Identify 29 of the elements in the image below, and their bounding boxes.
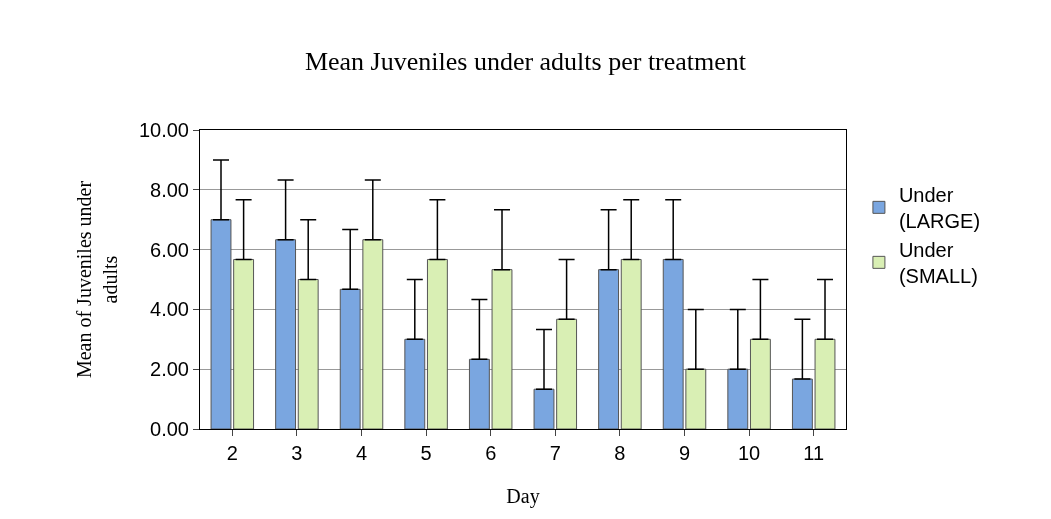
x-tick-label: 9 — [678, 442, 691, 464]
x-tick-label: 4 — [355, 442, 368, 464]
legend-label: Under (LARGE) — [898, 184, 981, 233]
x-tick-label: 7 — [549, 442, 561, 464]
y-tick-label: 6.00 — [150, 238, 189, 261]
x-tick-label: 6 — [485, 442, 497, 464]
x-tick-label: 2 — [226, 442, 238, 464]
y-tick-label: 10.00 — [138, 119, 189, 141]
x-tick-label: 8 — [614, 442, 626, 464]
x-tick-label: 3 — [291, 442, 303, 464]
x-tick-label: 5 — [420, 442, 432, 464]
bar — [426, 258, 448, 429]
legend-label: Under (SMALL) — [898, 239, 978, 288]
y-tick-label: 2.00 — [150, 358, 189, 381]
chart-title: Mean Juveniles under adults per treatment — [304, 47, 747, 77]
x-axis-title: Day — [506, 484, 540, 508]
y-axis-title: Mean of Juveniles under adults — [73, 180, 122, 379]
y-tick-label: 4.00 — [150, 298, 189, 321]
bar — [727, 368, 749, 429]
bar — [297, 279, 319, 429]
y-tick-label: 0.00 — [150, 418, 189, 440]
x-tick-label: 10 — [737, 442, 761, 464]
bar — [598, 269, 620, 429]
y-tick-label: 8.00 — [150, 178, 189, 201]
bar — [620, 258, 642, 429]
bar — [404, 338, 426, 429]
bar — [749, 338, 771, 429]
x-tick-label: 11 — [803, 442, 825, 464]
bar — [275, 239, 297, 429]
